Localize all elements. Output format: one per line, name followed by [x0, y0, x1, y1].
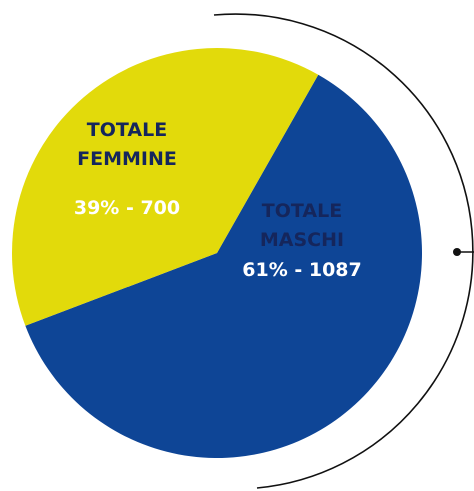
slice [25, 74, 422, 459]
slices [11, 48, 422, 459]
slice-label: TOTALE MASCHI [259, 200, 345, 251]
decor-arc [213, 13, 474, 489]
slice-label: TOTALE FEMMINE [77, 119, 177, 170]
value-label: 61% - 1087 [242, 259, 362, 281]
decor-dot [453, 248, 461, 256]
value-label: 39% - 700 [73, 197, 181, 219]
slice [11, 48, 319, 326]
